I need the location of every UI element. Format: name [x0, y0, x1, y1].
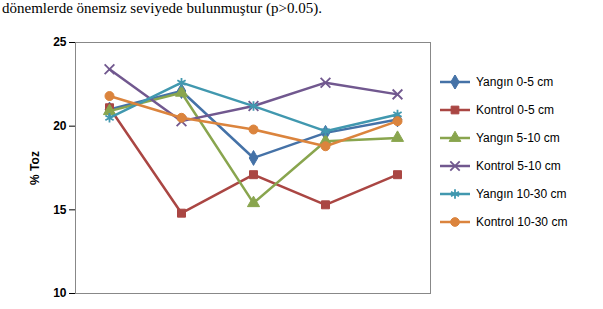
html-text:Yangın 0-5 cm: Yangın 0-5 cm — [476, 75, 554, 89]
html-text:Yangın 5-10 cm: Yangın 5-10 cm — [476, 131, 560, 145]
svg-text:10: 10 — [53, 286, 67, 300]
svg-text:25: 25 — [53, 35, 67, 49]
html-text:Kontrol 10-30 cm: Kontrol 10-30 cm — [476, 215, 568, 229]
html-text:Kontrol 5-10 cm: Kontrol 5-10 cm — [476, 159, 561, 173]
html-text:Yangın 10-30 cm: Yangın 10-30 cm — [476, 187, 567, 201]
svg-text:15: 15 — [53, 203, 67, 217]
svg-text:20: 20 — [53, 119, 67, 133]
html-text:Kontrol 0-5 cm: Kontrol 0-5 cm — [476, 103, 554, 117]
html-text:dönemlerde önemsiz seviyede bu: dönemlerde önemsiz seviyede bulunmuştur … — [2, 0, 323, 16]
svg-text:% Toz: % Toz — [28, 151, 42, 185]
